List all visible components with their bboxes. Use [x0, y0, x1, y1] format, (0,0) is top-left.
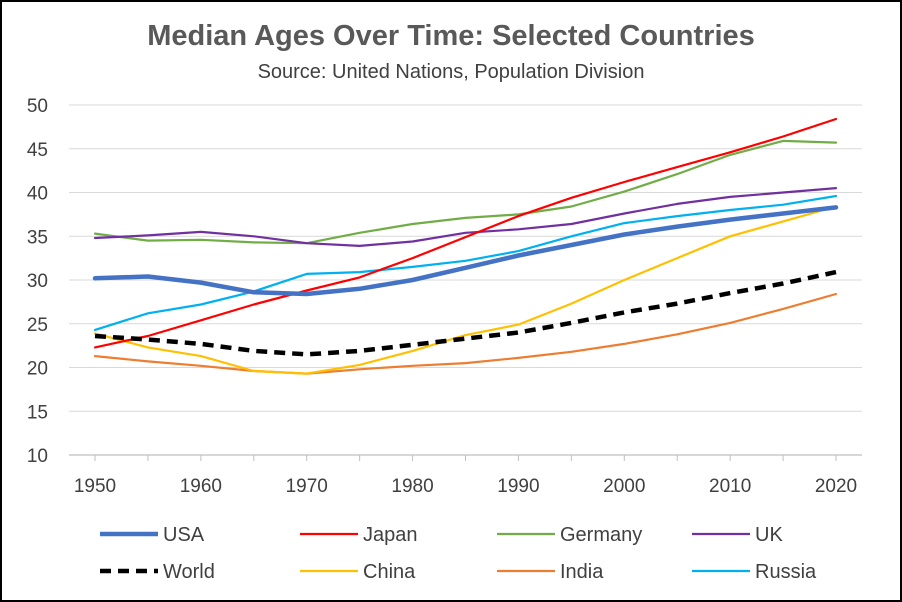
x-tick-label: 1960 [180, 476, 222, 497]
chart-subtitle: Source: United Nations, Population Divis… [257, 61, 645, 83]
legend-label-usa: USA [163, 524, 205, 546]
y-tick-label: 20 [27, 359, 48, 380]
y-tick-label: 40 [27, 184, 48, 205]
legend-label-india: India [560, 561, 604, 583]
legend: USA Japan Germany UK World China India Russia [100, 524, 817, 583]
series-lines [92, 117, 839, 375]
series-line-world [94, 269, 837, 357]
series-line-usa [92, 205, 839, 297]
y-tick-label: 50 [27, 96, 48, 117]
y-tick-label: 10 [27, 446, 48, 467]
legend-label-germany: Germany [560, 524, 642, 546]
x-tick-label: 1950 [74, 476, 116, 497]
x-tick-label: 1980 [391, 476, 433, 497]
y-tick-label: 30 [27, 271, 48, 292]
legend-label-uk: UK [755, 524, 783, 546]
x-tick-label: 2000 [603, 476, 645, 497]
y-tick-label: 45 [27, 140, 48, 161]
series-line-russia [93, 194, 838, 331]
y-tick-label: 15 [27, 402, 48, 423]
y-tick-label: 25 [27, 315, 48, 336]
legend-label-world: World [163, 561, 215, 583]
legend-label-japan: Japan [363, 524, 418, 546]
series-line-india [93, 292, 838, 375]
x-tick-label: 2010 [709, 476, 751, 497]
x-tick-label: 1990 [497, 476, 539, 497]
axes: 10 15 20 25 30 35 40 45 50 1950 1960 1970 1980 1990 20… [27, 96, 862, 497]
series-line-uk [93, 187, 838, 247]
chart-title: Median Ages Over Time: Selected Countrie… [147, 20, 755, 52]
series-line-china [93, 205, 838, 375]
series-line-japan [93, 117, 838, 349]
series-line-germany [93, 139, 838, 245]
legend-label-china: China [363, 561, 416, 583]
legend-label-russia: Russia [755, 561, 817, 583]
x-tick-label: 1970 [286, 476, 328, 497]
x-tick-label: 2020 [815, 476, 857, 497]
y-tick-label: 35 [27, 227, 48, 248]
